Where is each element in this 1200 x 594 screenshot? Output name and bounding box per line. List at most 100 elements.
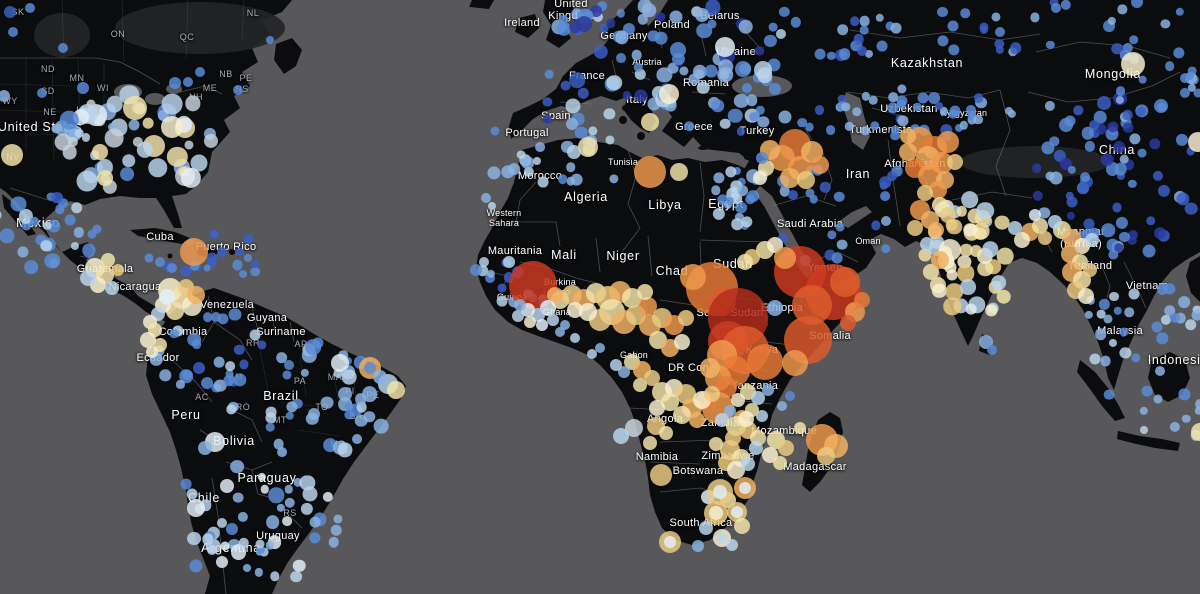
- data-bubble[interactable]: [1100, 153, 1114, 166]
- data-bubble[interactable]: [1008, 109, 1017, 119]
- data-bubble[interactable]: [284, 360, 295, 371]
- data-bubble[interactable]: [105, 281, 119, 295]
- data-bubble[interactable]: [1138, 75, 1148, 84]
- data-bubble[interactable]: [1116, 95, 1125, 104]
- data-bubble[interactable]: [21, 220, 32, 230]
- data-bubble[interactable]: [1191, 423, 1200, 441]
- data-bubble[interactable]: [1066, 211, 1075, 220]
- data-bubble[interactable]: [837, 239, 848, 251]
- data-bubble[interactable]: [189, 559, 203, 573]
- data-bubble[interactable]: [1084, 310, 1093, 320]
- data-bubble[interactable]: [899, 143, 917, 161]
- data-bubble[interactable]: [595, 343, 605, 353]
- data-bubble[interactable]: [1113, 306, 1122, 315]
- data-bubble[interactable]: [300, 502, 314, 516]
- data-bubble[interactable]: [1041, 141, 1055, 155]
- data-bubble[interactable]: [1114, 162, 1128, 176]
- data-bubble[interactable]: [973, 93, 984, 104]
- data-bubble[interactable]: [947, 43, 960, 56]
- data-bubble[interactable]: [659, 84, 679, 104]
- data-bubble[interactable]: [269, 571, 280, 582]
- data-bubble[interactable]: [610, 359, 622, 371]
- data-bubble[interactable]: [850, 40, 862, 52]
- data-bubble[interactable]: [1181, 414, 1191, 424]
- data-bubble[interactable]: [290, 570, 303, 583]
- data-bubble[interactable]: [228, 308, 242, 321]
- data-bubble[interactable]: [1099, 299, 1110, 310]
- data-bubble[interactable]: [190, 154, 208, 172]
- data-bubble[interactable]: [544, 70, 554, 79]
- data-bubble[interactable]: [753, 171, 767, 185]
- data-bubble[interactable]: [1179, 88, 1191, 99]
- data-bubble[interactable]: [865, 49, 874, 58]
- data-bubble[interactable]: [945, 282, 963, 301]
- data-bubble[interactable]: [956, 264, 975, 283]
- data-bubble[interactable]: [956, 206, 967, 217]
- data-bubble[interactable]: [559, 15, 568, 24]
- data-bubble[interactable]: [1170, 312, 1181, 323]
- data-bubble[interactable]: [1139, 406, 1148, 416]
- data-bubble[interactable]: [251, 260, 259, 268]
- data-bubble[interactable]: [55, 204, 65, 214]
- data-bubble[interactable]: [373, 418, 389, 434]
- data-bubble[interactable]: [1178, 388, 1190, 401]
- data-bubble[interactable]: [606, 75, 622, 91]
- data-bubble[interactable]: [773, 456, 787, 470]
- data-bubble[interactable]: [1095, 123, 1107, 135]
- data-bubble[interactable]: [856, 46, 867, 57]
- data-bubble[interactable]: [917, 185, 933, 201]
- data-bubble[interactable]: [931, 251, 949, 269]
- data-bubble[interactable]: [977, 260, 993, 277]
- data-bubble[interactable]: [616, 9, 626, 18]
- data-bubble[interactable]: [284, 497, 296, 508]
- data-bubble[interactable]: [689, 412, 705, 428]
- data-bubble[interactable]: [1122, 122, 1134, 134]
- data-bubble[interactable]: [238, 537, 250, 549]
- data-bubble[interactable]: [570, 333, 580, 343]
- data-bubble[interactable]: [737, 254, 753, 270]
- data-bubble[interactable]: [1194, 406, 1200, 415]
- data-bubble[interactable]: [935, 102, 944, 111]
- data-bubble[interactable]: [67, 128, 80, 141]
- data-bubble[interactable]: [486, 269, 496, 278]
- data-bubble[interactable]: [836, 23, 849, 36]
- data-bubble[interactable]: [123, 96, 147, 120]
- data-bubble[interactable]: [257, 545, 266, 555]
- data-bubble[interactable]: [929, 181, 947, 199]
- data-bubble[interactable]: [1089, 227, 1100, 239]
- data-bubble[interactable]: [105, 128, 124, 148]
- data-bubble[interactable]: [644, 370, 660, 386]
- data-bubble[interactable]: [521, 155, 535, 170]
- data-bubble[interactable]: [567, 145, 581, 159]
- data-bubble[interactable]: [1173, 47, 1185, 59]
- data-bubble[interactable]: [1128, 34, 1139, 45]
- data-bubble[interactable]: [276, 503, 285, 513]
- data-bubble[interactable]: [255, 539, 265, 549]
- data-bubble[interactable]: [220, 478, 235, 493]
- data-bubble[interactable]: [907, 220, 923, 236]
- data-bubble[interactable]: [309, 516, 321, 528]
- data-bubble[interactable]: [87, 229, 97, 239]
- data-bubble[interactable]: [17, 246, 29, 258]
- data-bubble[interactable]: [834, 191, 845, 202]
- data-bubble[interactable]: [694, 8, 709, 23]
- data-bubble[interactable]: [1101, 223, 1116, 238]
- data-bubble[interactable]: [266, 36, 274, 44]
- data-bubble[interactable]: [10, 196, 26, 212]
- data-bubble[interactable]: [622, 91, 631, 100]
- data-bubble[interactable]: [112, 264, 124, 276]
- data-bubble[interactable]: [275, 351, 288, 364]
- data-bubble[interactable]: [257, 472, 266, 481]
- data-bubble[interactable]: [1081, 126, 1095, 140]
- data-bubble[interactable]: [181, 369, 192, 380]
- data-bubble[interactable]: [254, 568, 263, 577]
- data-bubble[interactable]: [917, 92, 929, 104]
- data-bubble[interactable]: [824, 249, 836, 261]
- data-bubble[interactable]: [966, 105, 977, 116]
- data-bubble[interactable]: [265, 515, 280, 530]
- data-bubble[interactable]: [277, 446, 288, 457]
- data-bubble[interactable]: [226, 522, 239, 535]
- data-bubble[interactable]: [481, 193, 491, 203]
- data-bubble[interactable]: [217, 247, 227, 257]
- data-bubble[interactable]: [0, 228, 15, 244]
